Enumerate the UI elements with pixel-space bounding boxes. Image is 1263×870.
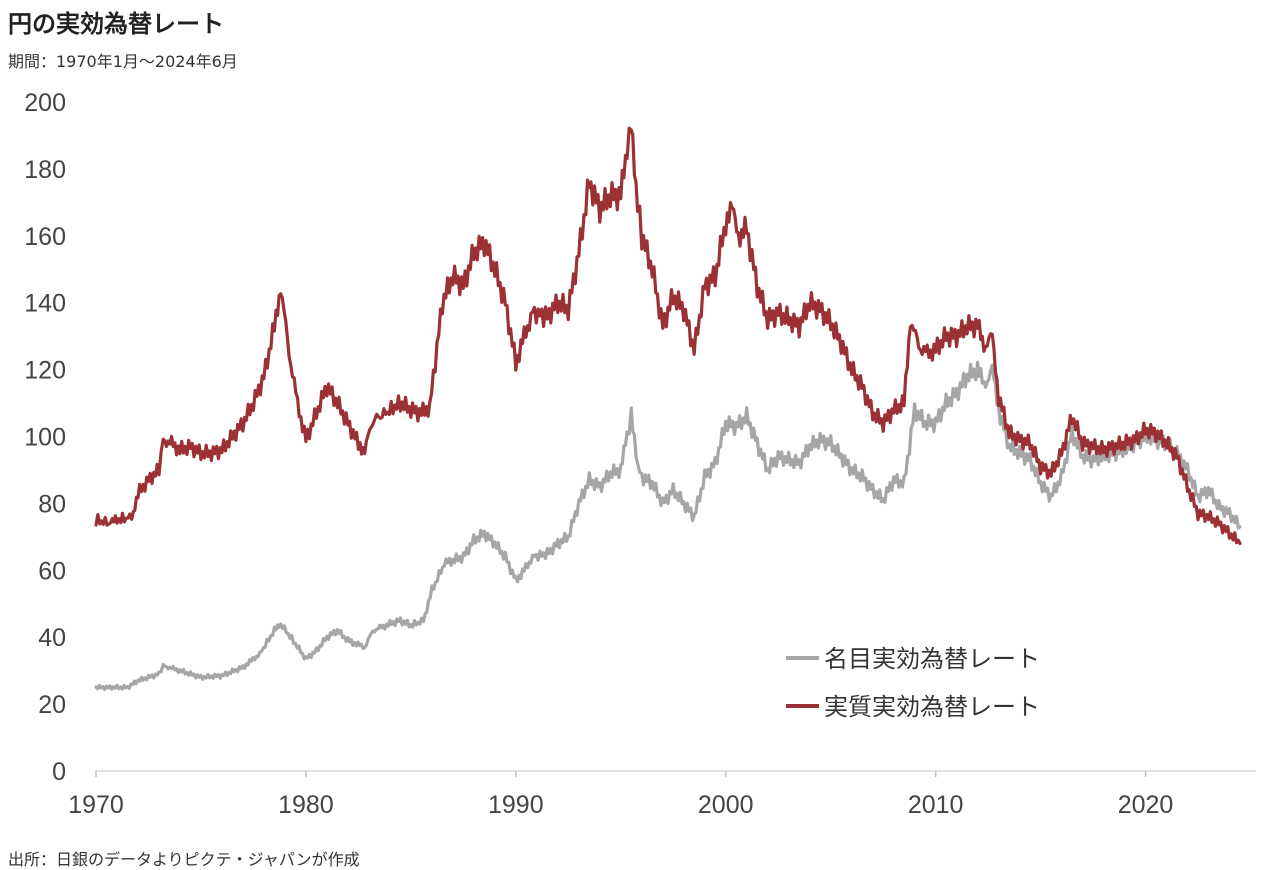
x-axis-ticks: 1970 1980 1990 2000 2010 2020 [68, 771, 1173, 819]
y-tick-label: 180 [24, 156, 66, 184]
chart-subtitle: 期間：1970年1月～2024年6月 [8, 52, 238, 71]
y-axis-ticks: 0 20 40 60 80 100 120 140 160 180 200 [24, 89, 66, 786]
y-tick-label: 20 [38, 691, 66, 719]
x-tick-label: 2020 [1118, 791, 1174, 819]
source-note: 出所：日銀のデータよりピクテ・ジャパンが作成 [8, 850, 360, 869]
y-tick-label: 200 [24, 89, 66, 117]
legend-label: 名目実効為替レート [824, 645, 1040, 673]
x-tick-label: 2010 [908, 791, 964, 819]
y-tick-label: 40 [38, 624, 66, 652]
x-tick-label: 1990 [488, 791, 544, 819]
x-tick-label: 1970 [68, 791, 124, 819]
y-tick-label: 100 [24, 424, 66, 452]
x-tick-label: 2000 [698, 791, 754, 819]
legend-label: 実質実効為替レート [824, 693, 1040, 721]
series-line-real [94, 126, 1242, 546]
series-line-nominal [94, 360, 1242, 692]
y-tick-label: 140 [24, 290, 66, 318]
y-tick-label: 0 [52, 758, 66, 786]
chart-title: 円の実効為替レート [8, 10, 224, 38]
series-lines [94, 126, 1242, 692]
y-tick-label: 60 [38, 557, 66, 585]
y-tick-label: 160 [24, 223, 66, 251]
x-tick-label: 1980 [278, 791, 334, 819]
y-tick-label: 120 [24, 357, 66, 385]
y-tick-label: 80 [38, 490, 66, 518]
